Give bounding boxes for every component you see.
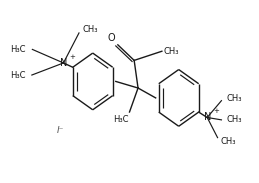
Text: +: + [69, 54, 75, 60]
Text: CH₃: CH₃ [163, 47, 179, 56]
Text: CH₃: CH₃ [220, 137, 236, 146]
Text: I⁻: I⁻ [57, 126, 64, 135]
Text: H₃C: H₃C [10, 45, 26, 54]
Text: CH₃: CH₃ [227, 94, 242, 103]
Text: CH₃: CH₃ [83, 25, 98, 34]
Text: H₃C: H₃C [10, 70, 25, 80]
Text: CH₃: CH₃ [227, 115, 242, 124]
Text: O: O [107, 33, 115, 43]
Text: +: + [213, 108, 219, 114]
Text: N: N [60, 58, 67, 68]
Text: H₃C: H₃C [113, 115, 128, 124]
Text: N: N [204, 113, 211, 122]
